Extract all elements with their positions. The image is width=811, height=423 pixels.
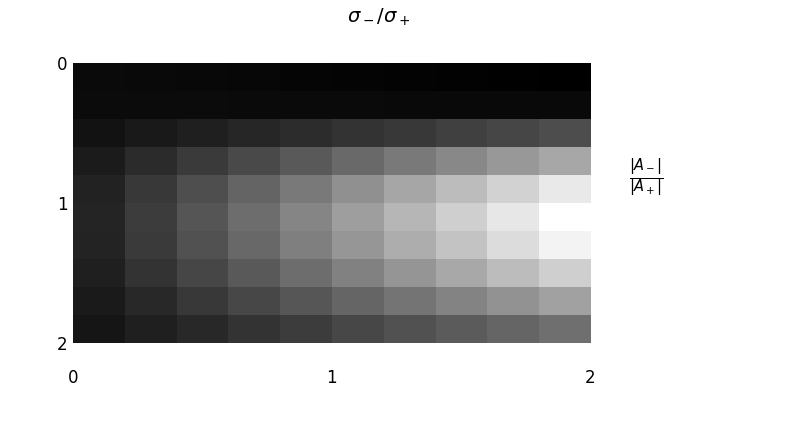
Text: $\sigma_-/\sigma_+$: $\sigma_-/\sigma_+$ — [347, 7, 410, 28]
Text: $\frac{|A_-|}{|A_+|}$: $\frac{|A_-|}{|A_+|}$ — [629, 157, 664, 199]
